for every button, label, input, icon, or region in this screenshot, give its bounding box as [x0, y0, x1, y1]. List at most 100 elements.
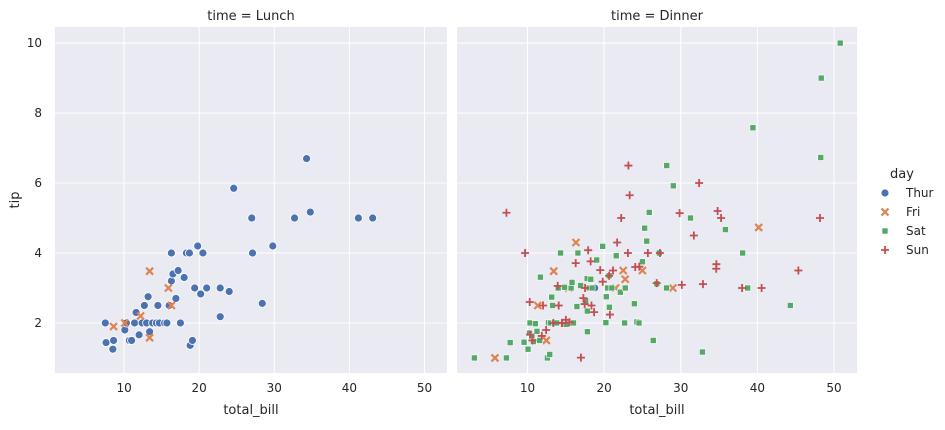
point-sun	[598, 277, 607, 286]
point-thur	[202, 283, 212, 293]
point-sun-shape	[652, 279, 661, 288]
point-sat	[546, 351, 554, 358]
point-thur-shape	[224, 287, 234, 296]
point-sat	[817, 154, 825, 161]
point-thur	[134, 330, 144, 340]
point-sun-shape	[502, 208, 511, 217]
point-thur-shape	[179, 273, 189, 282]
point-sun	[738, 283, 747, 292]
legend-marker-thur	[880, 188, 890, 198]
point-thur-shape	[153, 301, 163, 310]
point-sat	[471, 354, 478, 362]
legend-marker-sun-shape	[881, 246, 889, 254]
point-sat	[520, 338, 528, 346]
point-sat	[621, 319, 628, 327]
point-sat-shape	[603, 293, 610, 301]
point-sat-shape	[663, 284, 670, 292]
point-sat	[635, 319, 643, 327]
point-sat-shape	[537, 273, 544, 281]
point-sun-shape	[738, 283, 747, 292]
point-sat	[663, 162, 671, 169]
point-thur	[229, 183, 239, 193]
point-sat	[631, 300, 638, 308]
point-sun-shape	[698, 280, 707, 289]
point-thur-shape	[134, 330, 144, 340]
point-thur	[302, 154, 311, 163]
point-sun-shape	[609, 266, 618, 275]
point-fri-shape	[549, 266, 558, 276]
point-sat-shape	[643, 237, 651, 245]
point-sat-shape	[568, 279, 576, 286]
point-sun-shape	[757, 283, 766, 292]
point-thur-shape	[353, 213, 363, 223]
point-sat-shape	[639, 258, 646, 266]
point-sat	[617, 288, 624, 296]
point-sat-shape	[536, 337, 543, 344]
point-fri-shape	[542, 336, 551, 345]
point-sat	[612, 252, 620, 260]
x-axis-label: total_bill	[629, 403, 684, 418]
point-thur-shape	[109, 336, 118, 345]
point-sun	[712, 260, 721, 269]
point-sat	[787, 302, 794, 309]
point-fri-shape	[164, 283, 173, 293]
point-sun-shape	[623, 249, 632, 258]
point-sun	[677, 280, 686, 289]
point-thur-shape	[257, 298, 267, 308]
legend-marker-fri-shape	[880, 207, 890, 217]
point-sun	[596, 266, 605, 275]
point-thur-shape	[290, 213, 299, 223]
point-fri	[542, 336, 551, 345]
point-thur	[109, 336, 118, 345]
point-thur-shape	[162, 318, 172, 328]
point-fri-shape	[533, 301, 543, 310]
point-fri-shape	[618, 266, 628, 275]
point-sun-shape	[712, 260, 721, 269]
point-sun	[525, 297, 534, 306]
point-fri	[618, 266, 628, 275]
point-sun	[794, 266, 803, 275]
y-tick-label: 6	[34, 176, 42, 190]
point-sun-shape	[635, 262, 644, 271]
point-sun	[521, 249, 530, 258]
point-thur-shape	[176, 318, 185, 328]
point-sun	[757, 283, 766, 292]
x-tick-label: 40	[342, 381, 357, 395]
point-thur-shape	[166, 248, 176, 258]
point-fri-shape	[120, 318, 130, 328]
point-fri-shape	[167, 301, 176, 310]
point-sat	[749, 124, 757, 132]
x-tick-label: 20	[596, 381, 611, 395]
point-sun-shape	[549, 318, 558, 327]
point-sun-shape	[571, 259, 580, 268]
point-thur	[196, 289, 206, 299]
point-sat	[567, 284, 575, 292]
point-sat-shape	[749, 124, 757, 132]
point-fri-shape	[571, 238, 581, 247]
point-thur	[162, 318, 172, 328]
point-sat-shape	[606, 303, 613, 311]
point-sun-shape	[605, 310, 614, 319]
legend-label-sun: Sun	[906, 243, 929, 257]
point-sun	[571, 259, 580, 268]
point-sat-shape	[533, 328, 541, 335]
point-thur	[130, 318, 140, 328]
point-sat-shape	[520, 338, 528, 346]
legend: day Thur Fri Sat Sun	[880, 167, 934, 257]
point-sat	[503, 354, 510, 362]
point-fri	[136, 311, 145, 321]
point-sat	[568, 279, 576, 286]
point-sat-shape	[577, 282, 584, 289]
point-sun	[623, 249, 632, 258]
point-sun-shape	[613, 238, 622, 247]
point-sun-shape	[675, 209, 684, 218]
point-thur	[215, 312, 225, 322]
point-fri	[549, 266, 558, 276]
point-sun-shape	[553, 281, 562, 290]
point-sat	[641, 224, 648, 232]
point-thur-shape	[130, 318, 140, 328]
point-sat-shape	[836, 39, 844, 47]
point-sun	[698, 280, 707, 289]
x-tick-label: 30	[673, 381, 688, 395]
